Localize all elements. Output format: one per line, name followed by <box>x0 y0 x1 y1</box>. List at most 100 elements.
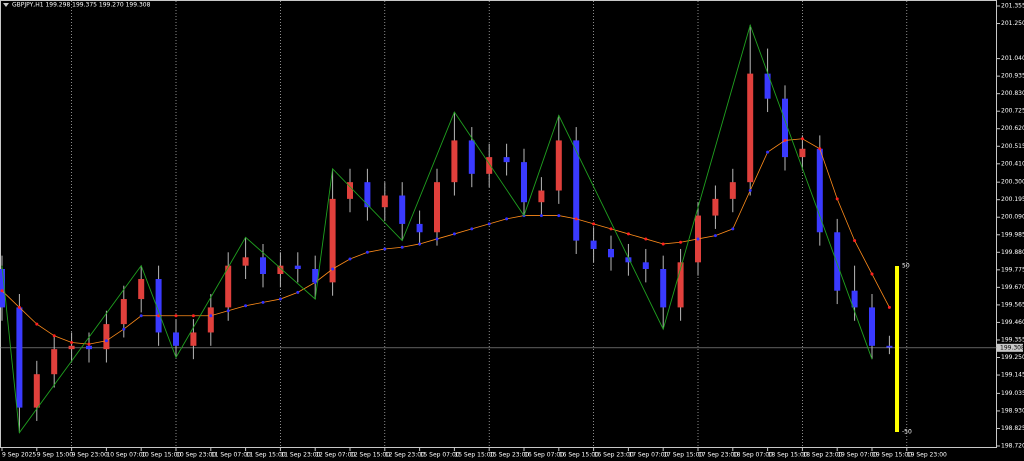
candle-body <box>486 157 493 174</box>
y-tick-label: 200.090 <box>1001 214 1024 221</box>
ma-dot <box>487 222 491 226</box>
candle-body <box>590 240 597 249</box>
y-tick-label: 199.250 <box>1001 354 1024 361</box>
candle-body <box>277 265 284 275</box>
y-tick-label: 198.930 <box>1001 407 1024 414</box>
y-tick-label: 200.935 <box>1001 73 1024 80</box>
candle-body <box>0 268 5 308</box>
ma-dot <box>209 314 213 318</box>
candle-body <box>260 257 266 275</box>
y-tick-label: 199.035 <box>1001 390 1024 397</box>
candle-body <box>677 262 684 308</box>
ma-dot <box>157 314 161 318</box>
ma-dot <box>435 237 439 241</box>
candle-body <box>120 299 127 325</box>
ma-dot <box>383 247 387 251</box>
oscillator-tick-label: -50 <box>902 429 912 436</box>
ma-dot <box>592 222 596 226</box>
ma-dot <box>853 239 857 243</box>
ma-dot <box>35 322 39 326</box>
x-tick-label: 18 Sep 07:00 <box>733 452 773 459</box>
y-tick-label: 198.720 <box>1001 443 1024 450</box>
candle-body <box>538 190 545 203</box>
oscillator-bar <box>895 266 899 432</box>
y-tick-label: 200.725 <box>1001 108 1024 115</box>
candle-body <box>329 198 336 283</box>
candle-body <box>416 223 423 233</box>
y-tick-label: 200.195 <box>1001 196 1024 203</box>
symbol-icon <box>3 3 9 7</box>
ma-dot <box>418 242 422 246</box>
y-tick-label: 199.460 <box>1001 319 1024 326</box>
y-tick-label: 199.985 <box>1001 231 1024 238</box>
x-tick-label: 9 Sep 23:00 <box>72 452 108 459</box>
candle-body <box>434 182 440 233</box>
candle-body <box>381 195 388 208</box>
y-tick-label: 199.775 <box>1001 266 1024 273</box>
y-tick-label: 201.355 <box>1001 3 1024 10</box>
ma-dot <box>661 242 665 246</box>
candle-body <box>225 265 232 308</box>
ma-dot <box>52 334 56 338</box>
candle-body <box>886 345 893 348</box>
candle-body <box>660 268 667 308</box>
x-tick-label: 17 Sep 15:00 <box>663 452 703 459</box>
ma-dot <box>70 340 74 344</box>
y-tick-label: 200.410 <box>1001 160 1024 167</box>
candle-body <box>625 257 632 263</box>
x-tick-label: 12 Sep 07:00 <box>315 452 355 459</box>
ma-dot <box>17 305 21 309</box>
ma-dot <box>261 300 265 304</box>
x-tick-label: 17 Sep 07:00 <box>628 452 668 459</box>
ma-dot <box>191 314 195 318</box>
candle-body <box>851 290 858 308</box>
x-tick-label: 11 Sep 07:00 <box>211 452 251 459</box>
zigzag <box>1 23 873 434</box>
ma-dot <box>348 257 352 261</box>
ma-dot <box>696 237 700 241</box>
candle-body <box>86 345 92 350</box>
x-tick-label: 15 Sep 23:00 <box>489 452 529 459</box>
ma-dot <box>104 339 108 343</box>
candle-body <box>16 307 23 408</box>
x-tick-label: 12 Sep 23:00 <box>385 452 425 459</box>
ma-dot <box>139 314 143 318</box>
ma-dot <box>296 290 300 294</box>
ma-dot <box>539 214 543 218</box>
y-tick-label: 200.830 <box>1001 90 1024 97</box>
candle-body <box>190 332 197 346</box>
candle-body <box>521 162 527 203</box>
ma-dot <box>609 227 613 231</box>
ma-dot <box>818 147 822 151</box>
candle-body <box>242 257 249 266</box>
ma-dot <box>244 304 248 308</box>
x-tick-label: 15 Sep 07:00 <box>420 452 460 459</box>
ma-dot <box>731 227 735 231</box>
plot-frame <box>0 0 997 448</box>
y-tick-label: 200.620 <box>1001 125 1024 132</box>
ma-dot <box>0 289 4 293</box>
ma-dot <box>644 237 648 241</box>
ma-dot <box>470 227 474 231</box>
last-price-box <box>997 343 1023 352</box>
candle-body <box>816 148 823 233</box>
x-tick-label: 11 Sep 23:00 <box>280 452 320 459</box>
candle-body <box>782 98 788 158</box>
candle-body <box>712 198 719 216</box>
candle-body <box>608 248 614 258</box>
ma-dot <box>626 232 630 236</box>
ma-dot <box>505 217 509 221</box>
last-price-label: 199.308 <box>1000 344 1024 351</box>
x-tick-label: 16 Sep 15:00 <box>559 452 599 459</box>
y-tick-label: 199.145 <box>1001 372 1024 379</box>
candle-body <box>364 182 371 208</box>
candle-body <box>642 262 649 269</box>
ma-dot <box>835 197 839 201</box>
x-tick-label: 10 Sep 15:00 <box>141 452 181 459</box>
chart-title: GBPJPY,H1 199.298 199.375 199.270 199.30… <box>12 2 151 9</box>
y-tick-label: 200.300 <box>1001 179 1024 186</box>
candle-body <box>468 140 475 174</box>
candle-body <box>747 73 754 183</box>
